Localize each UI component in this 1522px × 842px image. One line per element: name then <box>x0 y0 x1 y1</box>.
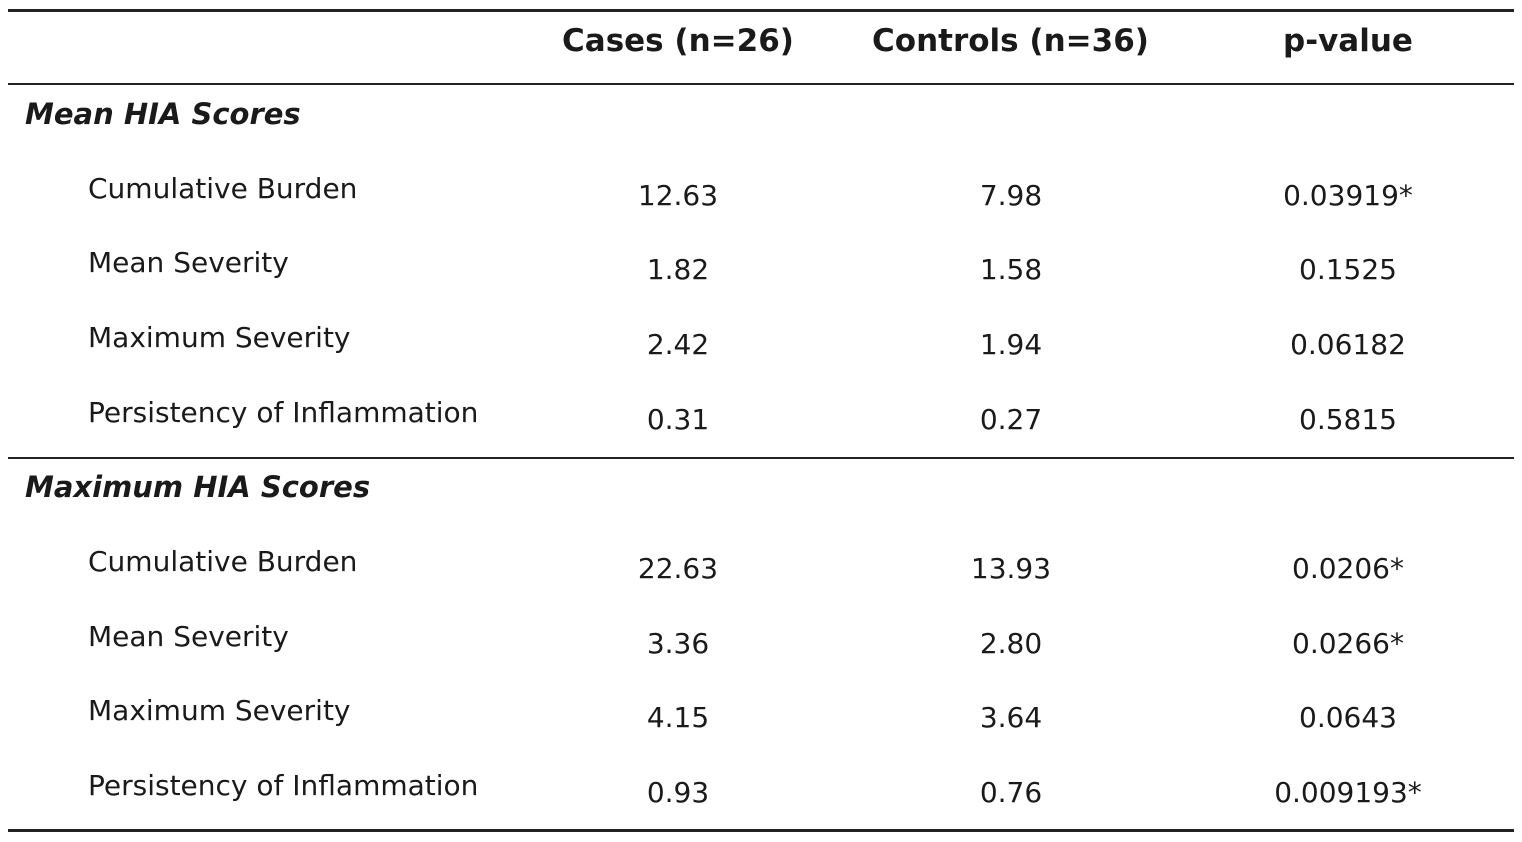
cell-cases: 0.31 <box>646 403 710 436</box>
row-label: Cumulative Burden <box>88 172 358 205</box>
cell-cases: 2.42 <box>646 328 710 361</box>
header-controls: Controls (n=36) <box>872 23 1149 59</box>
row-label: Persistency of Inflammation <box>88 396 479 429</box>
cell-controls: 2.80 <box>979 627 1043 660</box>
cell-controls: 0.27 <box>979 403 1043 436</box>
cell-cases: 3.36 <box>646 627 710 660</box>
row-label: Persistency of Inflammation <box>88 769 479 802</box>
header-cases: Cases (n=26) <box>562 23 794 59</box>
cell-pvalue: 0.06182 <box>1290 328 1406 361</box>
cell-cases: 22.63 <box>637 552 719 585</box>
header-pvalue: p-value <box>1283 23 1413 59</box>
cell-controls: 1.94 <box>979 328 1043 361</box>
cell-cases: 12.63 <box>637 179 719 212</box>
header-rule <box>8 83 1514 85</box>
cell-controls: 0.76 <box>979 776 1043 809</box>
table-row: Mean Severity 1.82 1.58 0.1525 <box>8 246 1514 286</box>
cell-pvalue: 0.1525 <box>1299 253 1397 286</box>
section-rule <box>8 457 1514 459</box>
cell-pvalue: 0.03919* <box>1283 179 1413 212</box>
row-label: Maximum Severity <box>88 321 351 354</box>
cell-pvalue: 0.0266* <box>1292 627 1404 660</box>
table-row: Persistency of Inflammation 0.93 0.76 0.… <box>8 769 1514 809</box>
bottom-rule <box>8 829 1514 832</box>
row-label: Cumulative Burden <box>88 545 358 578</box>
section-title-maximum-hia: Maximum HIA Scores <box>25 470 371 504</box>
cell-cases: 0.93 <box>646 776 710 809</box>
table-row: Cumulative Burden 12.63 7.98 0.03919* <box>8 172 1514 212</box>
cell-controls: 1.58 <box>979 253 1043 286</box>
cell-cases: 1.82 <box>646 253 710 286</box>
row-label: Mean Severity <box>88 246 289 279</box>
cell-pvalue: 0.0206* <box>1292 552 1404 585</box>
cell-controls: 7.98 <box>979 179 1043 212</box>
cell-pvalue: 0.0643 <box>1299 701 1397 734</box>
top-rule <box>8 9 1514 12</box>
cell-pvalue: 0.009193* <box>1274 776 1422 809</box>
row-label: Maximum Severity <box>88 694 351 727</box>
table-row: Cumulative Burden 22.63 13.93 0.0206* <box>8 545 1514 585</box>
cell-cases: 4.15 <box>646 701 710 734</box>
table-row: Maximum Severity 4.15 3.64 0.0643 <box>8 694 1514 734</box>
cell-controls: 13.93 <box>970 552 1052 585</box>
table-row: Mean Severity 3.36 2.80 0.0266* <box>8 620 1514 660</box>
cell-pvalue: 0.5815 <box>1299 403 1397 436</box>
row-label: Mean Severity <box>88 620 289 653</box>
section-title-mean-hia: Mean HIA Scores <box>25 97 301 131</box>
cell-controls: 3.64 <box>979 701 1043 734</box>
table-row: Persistency of Inflammation 0.31 0.27 0.… <box>8 396 1514 436</box>
table-row: Maximum Severity 2.42 1.94 0.06182 <box>8 321 1514 361</box>
